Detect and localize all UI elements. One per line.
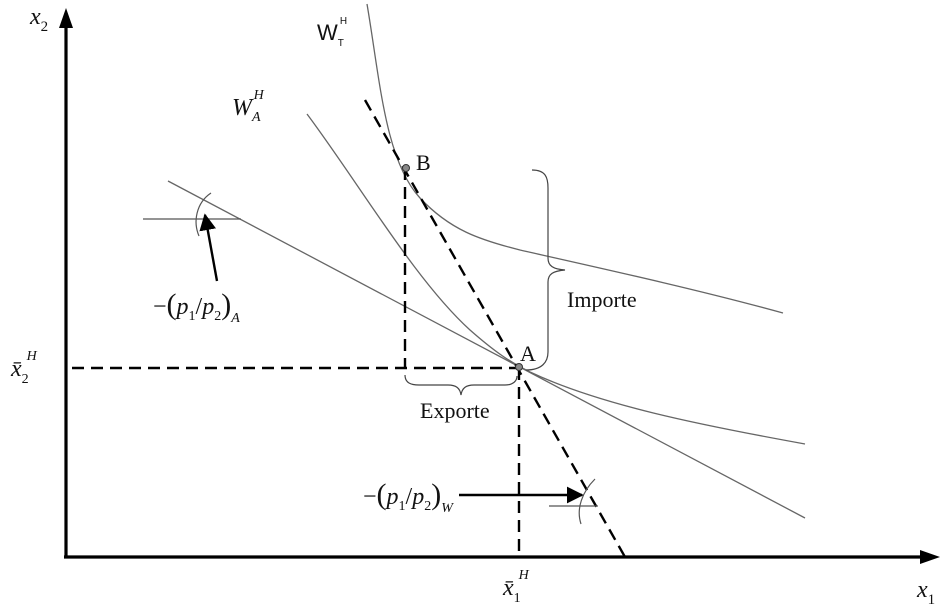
autarky-price-line — [167, 180, 806, 519]
point-a-label: A — [520, 341, 536, 366]
point-b-label: B — [416, 150, 431, 175]
world-price-line — [363, 99, 627, 558]
world-price-ratio-label: −(p1/p2)W — [363, 478, 454, 516]
x1-endowment-label: x̄1H — [502, 568, 530, 606]
x2-endowment-label: x̄2H — [10, 349, 38, 387]
trade-curve-label: WTH — [317, 16, 347, 49]
export-brace — [404, 374, 518, 396]
autarky-indifference-curve — [306, 113, 806, 445]
import-label: Importe — [567, 287, 637, 312]
autarky-price-arrow — [199, 213, 219, 282]
autarky-price-ratio-label: −(p1/p2)A — [153, 288, 240, 326]
autarky-slope-angle-arc — [195, 192, 212, 237]
y-axis-arrow-icon — [59, 8, 73, 28]
trade-indifference-curve — [366, 3, 784, 314]
point-a — [515, 363, 523, 371]
point-b — [402, 164, 410, 172]
export-label: Exporte — [420, 398, 490, 423]
autarky-curve-label: WAH — [232, 88, 265, 125]
y-axis-label: x2 — [29, 4, 48, 35]
import-brace — [525, 169, 566, 371]
x-axis-arrow-icon — [920, 550, 940, 564]
x-axis-label: x1 — [916, 577, 935, 608]
